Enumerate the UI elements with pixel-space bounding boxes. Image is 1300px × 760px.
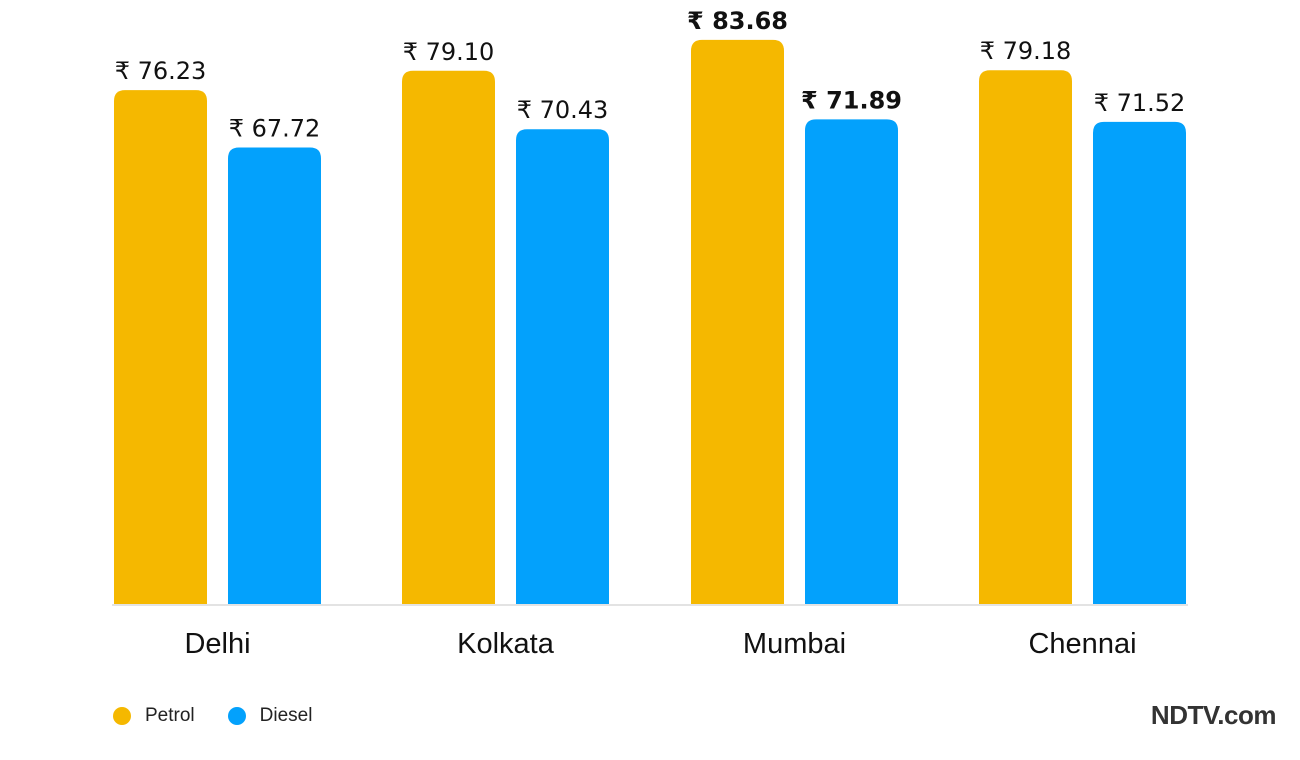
bar-diesel-mumbai [805,119,898,604]
value-label-petrol-delhi: ₹ 76.23 [115,57,207,85]
value-label-petrol-mumbai: ₹ 83.68 [687,7,788,35]
legend-item-petrol: Petrol [113,705,195,727]
category-label-chennai: Chennai [1028,628,1136,660]
legend-swatch-petrol [113,707,131,725]
legend-label-petrol: Petrol [145,705,195,726]
bar-petrol-mumbai [691,39,784,604]
legend-label-diesel: Diesel [259,705,313,726]
bar-petrol-delhi [114,90,207,604]
category-label-kolkata: Kolkata [457,628,555,660]
bar-diesel-delhi [228,147,321,604]
legend-item-diesel: Diesel [227,705,313,727]
category-label-delhi: Delhi [184,628,250,660]
bar-petrol-kolkata [402,70,495,604]
legend: Petrol Diesel [113,703,345,729]
category-label-mumbai: Mumbai [743,628,846,660]
value-label-petrol-kolkata: ₹ 79.10 [403,38,495,66]
bar-diesel-kolkata [516,129,609,605]
bar-diesel-chennai [1093,121,1186,604]
category-labels: Delhi Kolkata Mumbai Chennai [184,628,1136,660]
value-label-diesel-chennai: ₹ 71.52 [1094,89,1186,117]
bars-group [114,39,1186,605]
value-label-petrol-chennai: ₹ 79.18 [980,37,1072,65]
brand-logo: NDTV.com [1150,700,1277,730]
legend-swatch-diesel [227,707,246,725]
value-label-diesel-mumbai: ₹ 71.89 [801,86,902,114]
bar-value-labels: ₹ 76.23 ₹ 67.72 ₹ 79.10 ₹ 70.43 ₹ 83.68 ₹ 71.… [115,7,1186,143]
bar-petrol-chennai [979,70,1072,605]
value-label-diesel-kolkata: ₹ 70.43 [517,96,609,124]
value-label-diesel-delhi: ₹ 67.72 [229,114,321,142]
